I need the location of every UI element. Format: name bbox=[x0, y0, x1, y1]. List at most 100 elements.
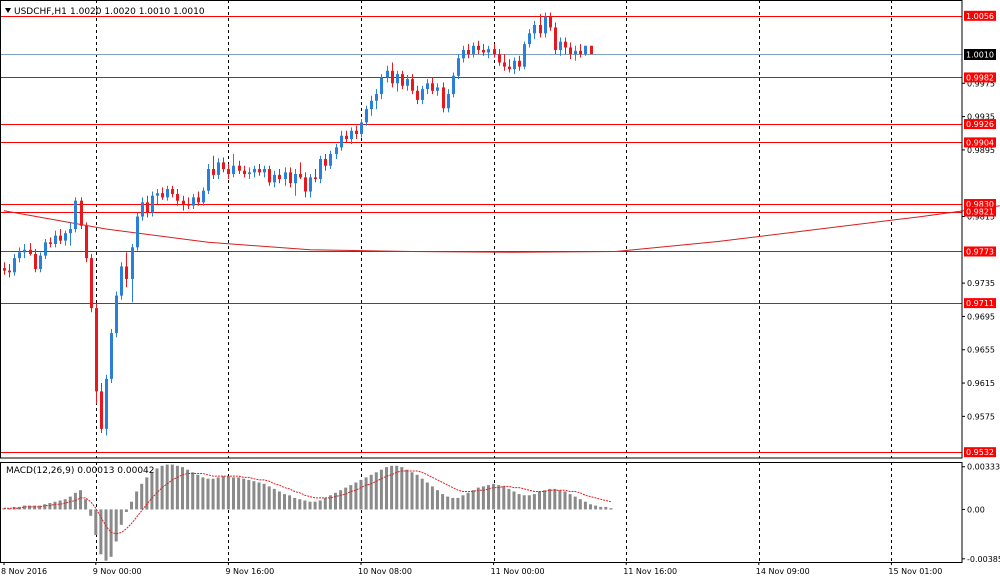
x-tick-label: 9 Nov 16:00 bbox=[225, 567, 274, 576]
current-price-label: 1.0010 bbox=[966, 51, 994, 60]
macd-bar bbox=[191, 472, 194, 509]
candle-body bbox=[8, 271, 11, 273]
macd-bar bbox=[150, 472, 153, 509]
macd-bar bbox=[258, 483, 261, 510]
candle-body bbox=[513, 61, 516, 69]
macd-bar bbox=[604, 507, 607, 510]
candle-body bbox=[156, 193, 159, 195]
level-price-tag: 0.9904 bbox=[964, 137, 996, 147]
candle-body bbox=[44, 242, 47, 255]
candle-body bbox=[401, 74, 404, 86]
macd-bar bbox=[354, 483, 357, 510]
macd-bar bbox=[283, 494, 286, 509]
macd-bar bbox=[28, 506, 31, 510]
candle-body bbox=[370, 101, 373, 109]
candle-body bbox=[355, 131, 358, 134]
candle[interactable] bbox=[136, 212, 139, 250]
macd-bar bbox=[161, 466, 164, 510]
macd-bar bbox=[140, 484, 143, 510]
macd-bar bbox=[599, 507, 602, 510]
macd-bar bbox=[268, 486, 271, 509]
x-tick-label: 15 Nov 01:00 bbox=[888, 567, 942, 576]
candle-body bbox=[90, 258, 93, 308]
candle-body bbox=[533, 25, 536, 33]
candle[interactable] bbox=[74, 197, 77, 232]
level-tag-label: 1.0056 bbox=[966, 12, 994, 21]
candle-body bbox=[299, 174, 302, 177]
candle-body bbox=[166, 189, 169, 197]
macd-label: MACD(12,26,9) 0.00013 0.00042 bbox=[6, 466, 155, 476]
candle-body bbox=[314, 177, 317, 179]
candle[interactable] bbox=[523, 42, 526, 69]
macd-bar bbox=[589, 504, 592, 509]
candle[interactable] bbox=[85, 222, 88, 262]
candle-body bbox=[375, 94, 378, 101]
macd-bar bbox=[115, 509, 118, 541]
y-tick-label: 0.9575 bbox=[967, 412, 995, 421]
candle-body bbox=[467, 50, 470, 54]
macd-bar bbox=[237, 477, 240, 509]
candle-body bbox=[579, 51, 582, 54]
candle[interactable] bbox=[452, 72, 455, 97]
macd-bar bbox=[273, 489, 276, 510]
candle-body bbox=[85, 226, 88, 258]
candle-body bbox=[34, 254, 37, 269]
candle-body bbox=[544, 17, 547, 34]
macd-bar bbox=[441, 494, 444, 509]
candle[interactable] bbox=[95, 304, 98, 404]
macd-bar bbox=[69, 497, 72, 510]
candle-body bbox=[406, 79, 409, 86]
macd-bar bbox=[436, 490, 439, 509]
macd-bar bbox=[125, 509, 128, 512]
candle-body bbox=[222, 162, 225, 169]
x-tick-label: 9 Nov 00:00 bbox=[93, 567, 142, 576]
level-price-tag: 0.9982 bbox=[964, 72, 996, 82]
ohlc-text: 1.0020 1.0020 1.0010 1.0010 bbox=[70, 7, 205, 17]
candle-body bbox=[319, 159, 322, 179]
macd-bar bbox=[564, 492, 567, 510]
candle-body bbox=[74, 201, 77, 229]
candle-body bbox=[253, 169, 256, 172]
candle-body bbox=[146, 202, 149, 212]
candle[interactable] bbox=[115, 291, 118, 337]
candle[interactable] bbox=[120, 262, 123, 299]
macd-bar bbox=[176, 466, 179, 510]
macd-bar bbox=[59, 501, 62, 510]
candle-body bbox=[482, 50, 485, 52]
candle[interactable] bbox=[80, 197, 83, 229]
macd-y-tick-label: -0.00385 bbox=[967, 555, 1000, 564]
macd-bar bbox=[467, 493, 470, 510]
macd-bar bbox=[89, 509, 92, 515]
macd-bar bbox=[74, 493, 77, 510]
candle-body bbox=[340, 136, 343, 148]
candle[interactable] bbox=[105, 375, 108, 436]
macd-bar bbox=[421, 479, 424, 510]
macd-bar bbox=[196, 475, 199, 510]
x-tick-label: 10 Nov 08:00 bbox=[358, 567, 412, 576]
macd-bar bbox=[207, 479, 210, 510]
candle[interactable] bbox=[590, 46, 593, 54]
candle-body bbox=[59, 236, 62, 241]
candle[interactable] bbox=[110, 329, 113, 383]
x-tick-label: 11 Nov 16:00 bbox=[623, 567, 677, 576]
candle-body bbox=[457, 58, 460, 75]
level-tag-label: 0.9821 bbox=[966, 208, 994, 217]
candle-body bbox=[115, 296, 118, 333]
level-tag-label: 0.9532 bbox=[966, 448, 994, 457]
candle-body bbox=[365, 109, 368, 122]
macd-bar bbox=[94, 509, 97, 535]
x-tick-label: 11 Nov 00:00 bbox=[491, 567, 545, 576]
macd-bar bbox=[64, 499, 67, 509]
chart-header: USDCHF,H1 1.0020 1.0020 1.0010 1.0010 bbox=[5, 7, 205, 17]
candle-body bbox=[212, 169, 215, 175]
candle-body bbox=[258, 169, 261, 172]
macd-bar bbox=[513, 492, 516, 510]
macd-bar bbox=[135, 492, 138, 510]
candle[interactable] bbox=[90, 254, 93, 312]
candle-body bbox=[238, 166, 241, 171]
macd-bar bbox=[130, 502, 133, 510]
macd-bar bbox=[227, 476, 230, 509]
y-tick-label: 0.9655 bbox=[967, 346, 995, 355]
